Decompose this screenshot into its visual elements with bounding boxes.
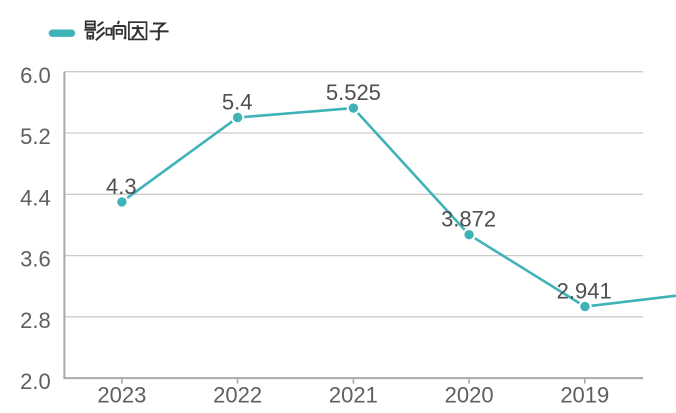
svg-text:2.8: 2.8 (20, 308, 51, 333)
svg-text:2019: 2019 (560, 382, 609, 407)
svg-text:6.0: 6.0 (20, 63, 51, 88)
svg-text:2022: 2022 (213, 382, 262, 407)
svg-text:4.3: 4.3 (106, 174, 137, 199)
svg-text:3.6: 3.6 (20, 247, 51, 272)
svg-text:5.4: 5.4 (222, 90, 253, 115)
svg-text:2023: 2023 (97, 382, 146, 407)
svg-text:2021: 2021 (329, 382, 378, 407)
svg-text:2.0: 2.0 (20, 369, 51, 394)
svg-text:4.4: 4.4 (20, 185, 51, 210)
svg-text:3.872: 3.872 (441, 207, 496, 232)
svg-text:2.941: 2.941 (557, 278, 612, 303)
svg-text:5.2: 5.2 (20, 124, 51, 149)
svg-text:5.525: 5.525 (326, 80, 381, 105)
svg-text:2020: 2020 (445, 382, 494, 407)
